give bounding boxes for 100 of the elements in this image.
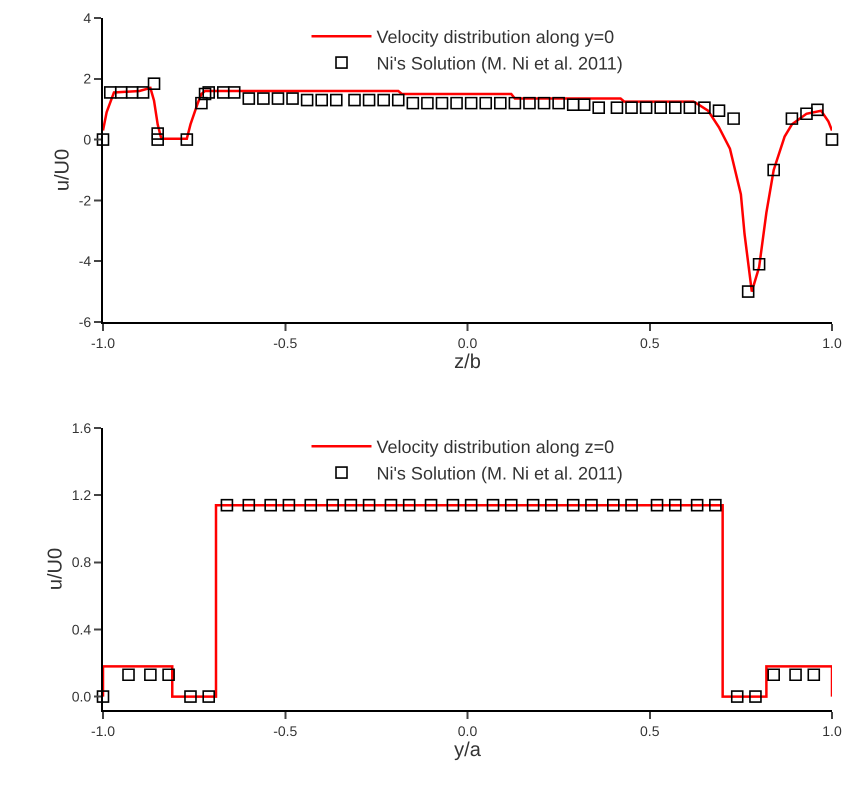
point [180, 133, 194, 146]
point [104, 86, 117, 99]
point [220, 498, 234, 512]
x-tick-label: -0.5 [273, 334, 298, 351]
legend-label: Velocity distribution along y=0 [376, 27, 614, 48]
x-tick-label: 1.0 [822, 722, 842, 739]
point [545, 498, 558, 512]
legend-label: Velocity distribution along z=0 [376, 437, 614, 458]
point [727, 112, 740, 125]
y-axis-title: u/U0 [44, 548, 67, 590]
y-tick-label: 0.8 [72, 554, 92, 570]
point [228, 86, 241, 99]
point [402, 498, 416, 512]
x-axis-title: z/b [454, 350, 481, 373]
point [162, 668, 175, 682]
y-tick-label: -2 [78, 192, 92, 208]
y-tick-label: 0.0 [72, 688, 92, 704]
y-tick-label: 1.2 [72, 487, 92, 504]
point [789, 668, 802, 682]
point [566, 498, 580, 512]
point [730, 690, 744, 703]
point [749, 690, 762, 703]
point [392, 94, 405, 106]
point [668, 101, 682, 114]
point [526, 498, 540, 512]
point [315, 94, 328, 106]
point [446, 498, 460, 512]
point [610, 101, 624, 114]
point [136, 86, 150, 99]
x-tick-label: -1.0 [90, 722, 116, 739]
point [566, 98, 580, 111]
point [436, 96, 448, 110]
x-tick-label: 0.5 [640, 722, 660, 739]
point [348, 94, 361, 106]
x-tick-label: 1.0 [822, 334, 842, 351]
point [811, 104, 824, 116]
point [151, 133, 164, 146]
point [362, 94, 376, 106]
point [607, 498, 620, 512]
point [148, 77, 160, 90]
point [362, 498, 376, 512]
point [538, 96, 550, 110]
y-tick-label: 4 [83, 10, 92, 26]
point [377, 94, 390, 106]
point [625, 101, 638, 114]
point [151, 127, 164, 140]
point [114, 86, 128, 99]
point [767, 164, 780, 176]
legend-label: Ni's Solution (M. Ni et al. 2011) [376, 464, 623, 484]
point [807, 668, 820, 682]
point [242, 92, 256, 105]
point [698, 101, 711, 114]
y-tick-label: 2 [83, 70, 92, 87]
point [668, 498, 682, 512]
point [304, 498, 318, 512]
point [326, 498, 339, 512]
point [126, 86, 138, 99]
point [406, 96, 420, 110]
y-tick-label: 0.4 [72, 621, 92, 638]
point [272, 92, 284, 105]
x-tick-label: -1.0 [90, 334, 116, 351]
point [625, 498, 638, 512]
point [450, 96, 463, 110]
point [257, 92, 270, 105]
x-tick-label: 0.0 [458, 722, 478, 739]
point [585, 498, 598, 512]
x-tick-label: -0.5 [273, 722, 298, 739]
y-axis-title: u/U0 [52, 148, 74, 192]
point [264, 498, 277, 512]
point [286, 92, 299, 105]
point [384, 498, 398, 512]
point [202, 690, 216, 703]
point [592, 101, 606, 114]
point [464, 96, 478, 110]
point [184, 690, 197, 703]
point [767, 668, 780, 682]
point [300, 94, 314, 106]
point [282, 498, 296, 512]
point [786, 112, 798, 125]
point [202, 86, 216, 99]
point [826, 133, 838, 146]
y-tick-label: 1.6 [72, 420, 92, 436]
point [508, 96, 522, 110]
point [800, 107, 813, 120]
point [486, 498, 500, 512]
point [712, 104, 726, 118]
point [654, 101, 667, 114]
point [242, 498, 256, 512]
point [96, 690, 110, 703]
x-tick-label: 0.0 [458, 334, 478, 351]
point [504, 498, 518, 512]
point [650, 498, 664, 512]
point [578, 98, 590, 111]
point [684, 101, 696, 114]
point [752, 258, 766, 271]
point [494, 96, 507, 110]
point [464, 498, 478, 512]
point [122, 668, 135, 682]
y-tick-label: -4 [78, 253, 92, 270]
point [144, 668, 157, 682]
